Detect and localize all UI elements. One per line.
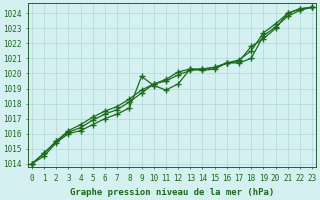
X-axis label: Graphe pression niveau de la mer (hPa): Graphe pression niveau de la mer (hPa) [70, 188, 274, 197]
